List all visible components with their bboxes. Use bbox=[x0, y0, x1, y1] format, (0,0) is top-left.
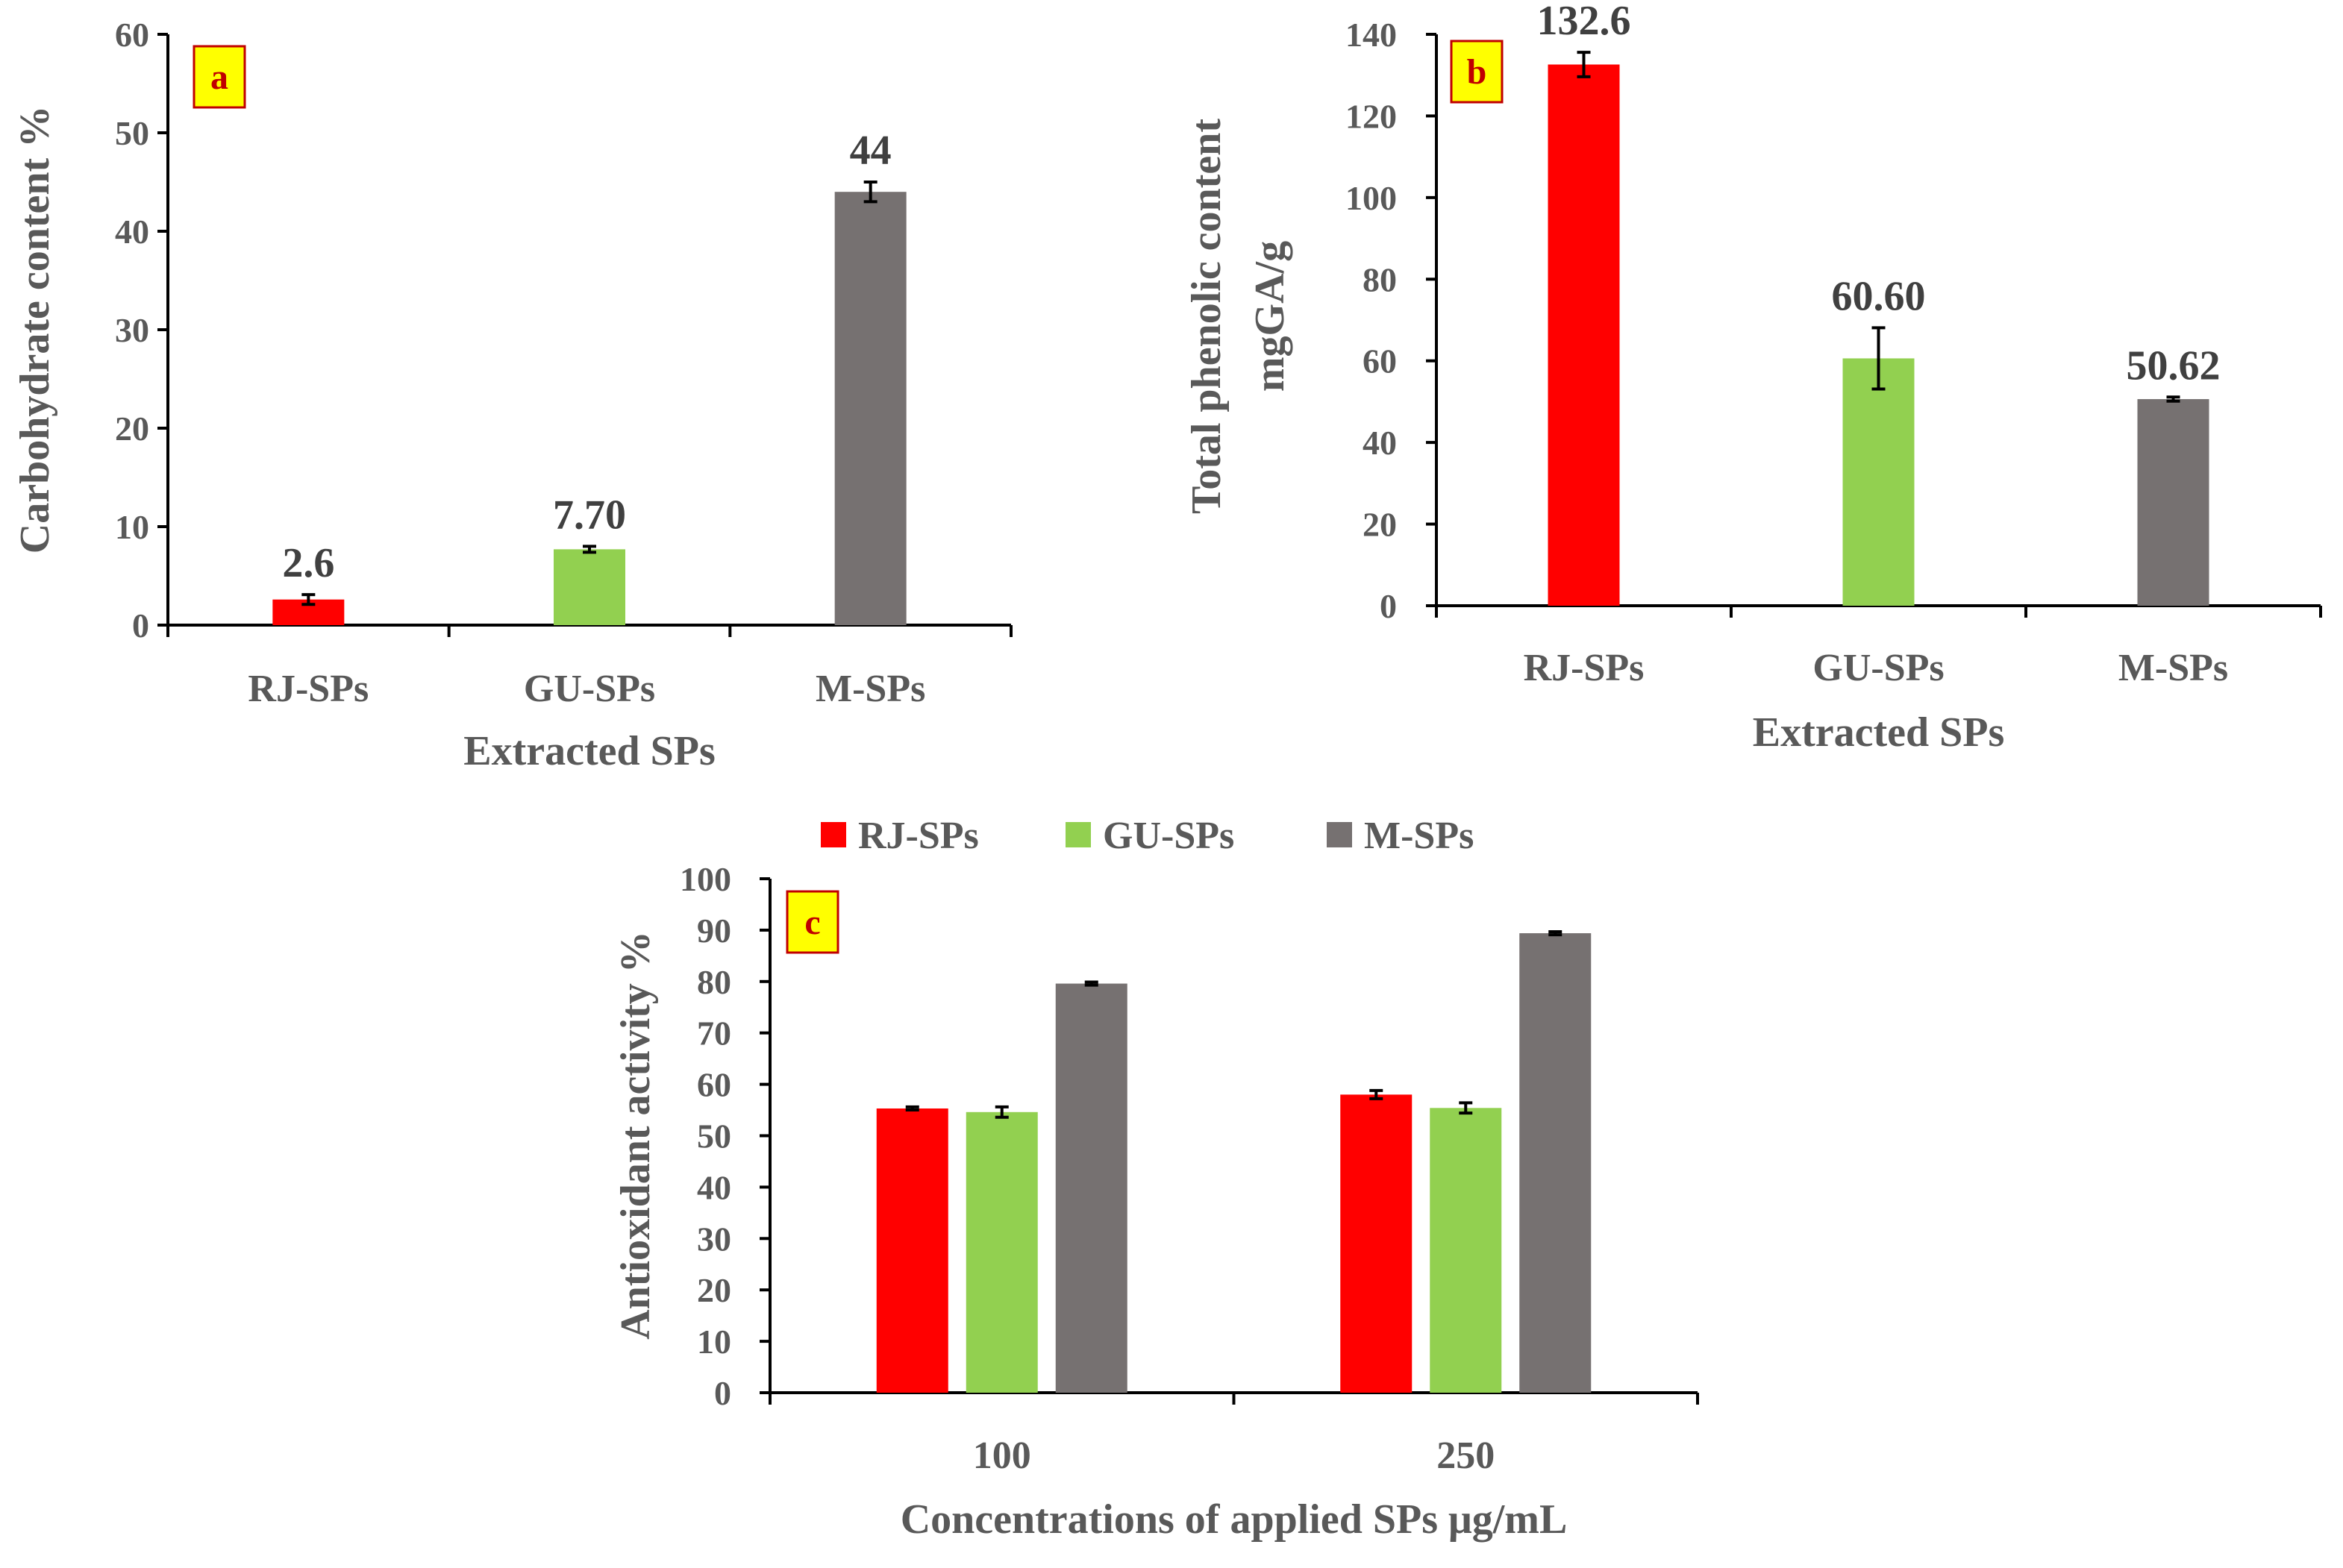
y-tick-label: 0 bbox=[1380, 587, 1397, 625]
x-tick-label: RJ-SPs bbox=[1524, 647, 1645, 689]
y-tick-label: 60 bbox=[697, 1066, 731, 1104]
y-tick-label: 20 bbox=[115, 410, 149, 448]
x-tick-label: M-SPs bbox=[816, 668, 925, 710]
x-tick-label: GU-SPs bbox=[524, 668, 655, 710]
y-axis-title-unit: mgGA/g bbox=[1247, 241, 1293, 392]
y-tick-label: 0 bbox=[714, 1374, 731, 1412]
chart-panel-b: 0 20 40 60 80 100 120 140 132.6 RJ-SPs 60.60 GU-SPs… bbox=[1183, 0, 2322, 756]
panel-badge-label: a bbox=[210, 57, 228, 97]
y-tick-label: 20 bbox=[1363, 506, 1397, 544]
y-tick-label: 10 bbox=[697, 1323, 731, 1361]
y-tick-label: 30 bbox=[697, 1220, 731, 1258]
x-tick-label: RJ-SPs bbox=[248, 668, 369, 710]
x-tick-label: 100 bbox=[973, 1434, 1031, 1477]
y-axis-title: Carbohydrate content % bbox=[12, 106, 58, 553]
panel-badge-label: c bbox=[804, 903, 820, 942]
data-label: 60.60 bbox=[1832, 273, 1926, 319]
y-tick-label: 40 bbox=[697, 1168, 731, 1206]
panel-badge-label: b bbox=[1467, 52, 1487, 92]
x-axis-title: Extracted SPs bbox=[1753, 709, 2005, 756]
legend-swatch bbox=[1327, 822, 1352, 847]
y-axis-title: Total phenolic content bbox=[1183, 119, 1230, 514]
y-tick-label: 20 bbox=[697, 1271, 731, 1309]
x-tick-label: M-SPs bbox=[2118, 647, 2228, 689]
data-label: 50.62 bbox=[2127, 342, 2221, 389]
x-tick-label: 250 bbox=[1436, 1434, 1495, 1477]
panel-badge-box bbox=[786, 890, 839, 954]
y-tick-label: 100 bbox=[1345, 179, 1397, 217]
bar bbox=[1842, 358, 1915, 606]
y-tick-label: 80 bbox=[1363, 260, 1397, 298]
bar bbox=[554, 549, 625, 625]
x-axis-title: Concentrations of applied SPs μg/mL bbox=[901, 1496, 1568, 1543]
bar-m-sps bbox=[1519, 933, 1592, 1393]
bar bbox=[1548, 64, 1620, 606]
chart-panel-c: 0 10 20 30 40 50 60 70 80 90 100 100 250 Concentratio… bbox=[613, 815, 1699, 1543]
legend-swatch bbox=[821, 822, 846, 847]
panel-badge-box bbox=[1450, 40, 1504, 104]
bar-gu-sps bbox=[1430, 1108, 1502, 1393]
x-axis-title: Extracted SPs bbox=[463, 728, 716, 774]
y-tick-label: 90 bbox=[697, 912, 731, 950]
y-tick-label: 0 bbox=[132, 606, 149, 645]
y-tick-label: 50 bbox=[697, 1117, 731, 1155]
data-label: 44 bbox=[850, 128, 892, 174]
bar-rj-sps bbox=[876, 1108, 948, 1393]
y-tick-label: 40 bbox=[1363, 424, 1397, 462]
y-tick-label: 80 bbox=[697, 963, 731, 1001]
data-label: 7.70 bbox=[553, 492, 626, 538]
bar-gu-sps bbox=[966, 1111, 1038, 1393]
y-tick-label: 60 bbox=[115, 16, 149, 54]
y-tick-label: 140 bbox=[1345, 16, 1397, 54]
bar-rj-sps bbox=[1340, 1094, 1413, 1393]
data-label: 132.6 bbox=[1537, 0, 1631, 44]
bar bbox=[2137, 399, 2209, 606]
legend-swatch bbox=[1066, 822, 1091, 847]
panel-badge-box bbox=[193, 45, 246, 109]
x-tick-label: GU-SPs bbox=[1812, 647, 1944, 689]
y-tick-label: 60 bbox=[1363, 342, 1397, 380]
bar bbox=[834, 192, 907, 625]
bar-m-sps bbox=[1055, 983, 1127, 1393]
y-tick-label: 30 bbox=[115, 311, 149, 349]
chart-panel-a: 0 10 20 30 40 50 60 2.6 RJ-SPs 7.70 GU-SPs 44 M-SPs E… bbox=[12, 16, 1013, 774]
data-label: 2.6 bbox=[282, 540, 334, 586]
y-axis-title: Antioxidant activity % bbox=[613, 931, 659, 1340]
legend-label: GU-SPs bbox=[1103, 815, 1234, 857]
legend-label: M-SPs bbox=[1364, 815, 1474, 857]
y-tick-label: 100 bbox=[680, 860, 731, 898]
legend-label: RJ-SPs bbox=[858, 815, 979, 857]
legend: RJ-SPs GU-SPs M-SPs bbox=[821, 815, 1474, 857]
y-tick-label: 120 bbox=[1345, 97, 1397, 135]
y-tick-label: 40 bbox=[115, 213, 149, 251]
y-tick-label: 70 bbox=[697, 1015, 731, 1053]
y-tick-label: 10 bbox=[115, 508, 149, 546]
y-tick-label: 50 bbox=[115, 114, 149, 152]
